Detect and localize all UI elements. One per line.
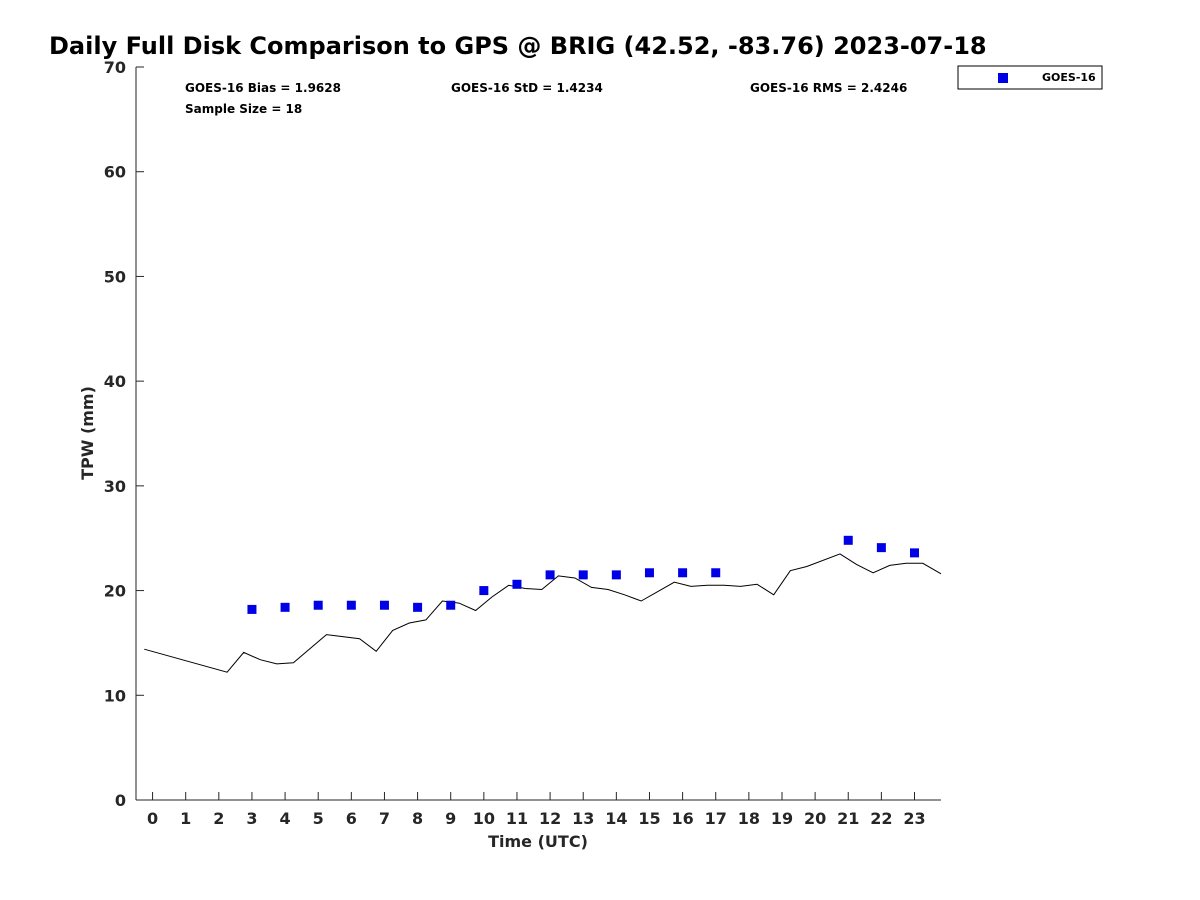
chart-title: Daily Full Disk Comparison to GPS @ BRIG…	[49, 32, 987, 60]
y-tick-label: 10	[104, 686, 126, 705]
x-tick-label: 15	[638, 809, 660, 828]
y-tick-label: 20	[104, 582, 126, 601]
x-tick-label: 2	[213, 809, 224, 828]
legend-box	[957, 65, 1103, 90]
x-tick-label: 16	[671, 809, 693, 828]
x-tick-label: 7	[379, 809, 390, 828]
goes16-point	[379, 600, 389, 610]
bias-stat: GOES-16 Bias = 1.9628	[185, 81, 341, 95]
goes16-point	[413, 602, 423, 612]
x-axis-ticks: 0 1 2 3 4 5 6 7 8 9 10 11 12 13 14 15 16 17 18 19 20 21 22 23	[147, 792, 926, 828]
goes16-point	[545, 570, 555, 580]
legend-label-goes16: GOES-16	[1042, 71, 1096, 84]
x-tick-label: 0	[147, 809, 158, 828]
x-tick-label: 23	[903, 809, 925, 828]
gps-line-series	[144, 553, 942, 673]
goes16-point	[247, 604, 257, 614]
x-tick-label: 18	[738, 809, 760, 828]
goes16-point	[512, 579, 522, 589]
x-tick-label: 1	[180, 809, 191, 828]
goes16-point	[479, 586, 489, 596]
legend: GOES-16	[957, 65, 1103, 90]
axes	[135, 67, 941, 801]
y-tick-label: 60	[104, 163, 126, 182]
x-tick-label: 14	[605, 809, 627, 828]
x-tick-label: 12	[539, 809, 561, 828]
x-tick-label: 9	[445, 809, 456, 828]
goes16-point	[611, 570, 621, 580]
x-tick-label: 13	[572, 809, 594, 828]
x-axis-label: Time (UTC)	[488, 832, 588, 851]
goes16-point	[644, 568, 654, 578]
goes16-point	[843, 535, 853, 545]
goes16-point	[280, 602, 290, 612]
x-tick-label: 5	[313, 809, 324, 828]
goes16-point	[578, 570, 588, 580]
x-tick-label: 20	[804, 809, 826, 828]
y-axis-ticks: 0 10 20 30 40 50 60 70	[104, 58, 144, 810]
x-tick-label: 6	[346, 809, 357, 828]
y-tick-label: 40	[104, 372, 126, 391]
x-tick-label: 10	[473, 809, 495, 828]
rms-stat: GOES-16 RMS = 2.4246	[750, 81, 907, 95]
y-tick-label: 50	[104, 267, 126, 286]
gps-line	[144, 553, 942, 673]
x-tick-label: 8	[412, 809, 423, 828]
x-tick-label: 11	[506, 809, 528, 828]
goes16-point	[346, 600, 356, 610]
x-tick-label: 17	[705, 809, 727, 828]
x-tick-label: 3	[246, 809, 257, 828]
goes16-point	[678, 568, 688, 578]
goes16-point	[711, 568, 721, 578]
std-stat: GOES-16 StD = 1.4234	[451, 81, 603, 95]
goes16-point	[909, 548, 919, 558]
goes16-point	[313, 600, 323, 610]
y-tick-label: 0	[115, 791, 126, 810]
x-tick-label: 19	[771, 809, 793, 828]
legend-marker-goes16	[998, 73, 1008, 83]
x-tick-label: 22	[870, 809, 892, 828]
goes16-point	[446, 600, 456, 610]
x-tick-label: 4	[280, 809, 291, 828]
y-axis-label: TPW (mm)	[78, 386, 97, 480]
y-tick-label: 30	[104, 477, 126, 496]
goes16-point	[876, 543, 886, 553]
x-tick-label: 21	[837, 809, 859, 828]
sample-size-stat: Sample Size = 18	[185, 102, 302, 116]
y-tick-label: 70	[104, 58, 126, 77]
goes16-scatter-series	[247, 535, 919, 614]
